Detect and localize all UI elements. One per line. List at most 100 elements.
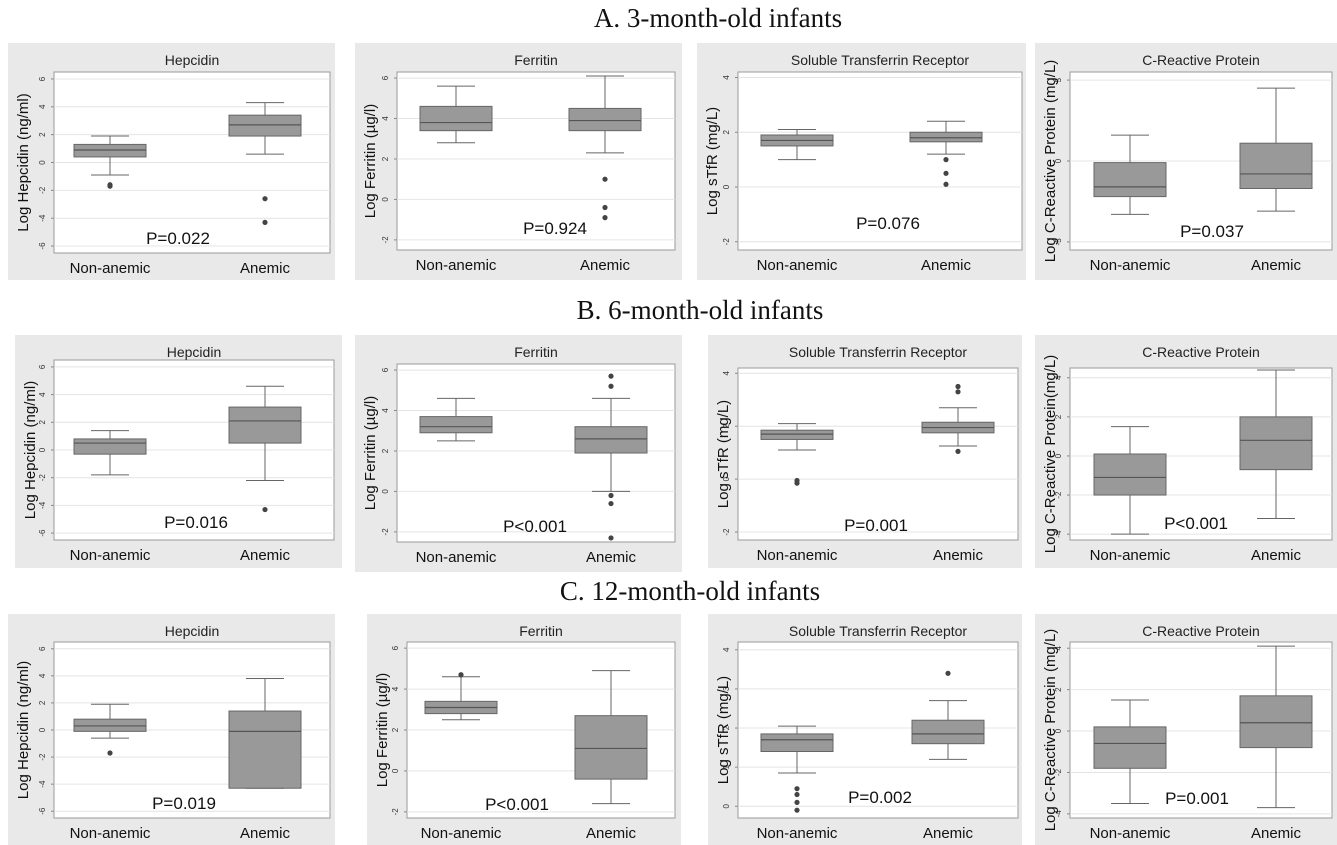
outlier-point [602,204,608,211]
y-tick-label: 0 [1054,453,1063,458]
y-tick-label: -6 [38,807,47,815]
outlier-point [955,383,961,390]
y-tick-label: 4 [381,408,390,413]
y-tick-label: 2 [38,420,47,425]
panel-title: Ferritin [514,344,558,360]
panel-title: Soluble Transferrin Receptor [791,52,970,68]
y-tick-label: 6 [38,364,47,369]
outlier-point [458,672,464,678]
y-axis-label: Log Hepcidin (ng/ml) [15,661,32,799]
outlier-point [262,196,268,202]
outlier-point [943,157,949,163]
box-non-anemic [1093,726,1167,769]
y-tick-label: 4 [722,647,731,652]
x-category-label: Anemic [1251,825,1302,842]
y-tick-label: -4 [1054,530,1063,538]
y-tick-label: 0 [38,447,47,452]
outlier-point [602,176,608,182]
y-tick-label: 0 [722,476,731,481]
chart-panel-6: -2 0 2 4 6 Ferritin Log Ferritin (µg/l) Non-ane… [355,335,682,572]
y-tick-label: 2 [381,156,390,161]
y-tick-label: -2 [722,238,731,246]
y-tick-label: 2 [391,727,400,732]
chart-panel-12: -4 -2 0 2 4 C-Reactive Protein Log C-Reactive … [1035,614,1337,845]
outlier-point [262,219,268,225]
y-tick-label: -4 [38,780,47,788]
outlier-point [955,448,961,454]
plot-area [396,71,676,251]
box-non-anemic [1093,162,1167,198]
y-tick-label: 0 [381,197,390,202]
y-tick-label: -4 [38,501,47,509]
y-tick-label: 5 [1054,77,1063,82]
y-tick-label: -2 [38,753,47,761]
y-tick-label: 0 [1054,158,1063,163]
y-tick-label: -6 [38,242,47,250]
chart-panel-5: -6 -4 -2 0 2 4 6 Hepcidin Log Hepcidin (ng/ml) No… [15,335,342,568]
y-tick-label: -2 [381,236,390,244]
outlier-point [107,183,113,189]
outlier-point [794,791,800,798]
outlier-point [794,786,800,792]
x-category-label: Anemic [240,547,291,564]
x-category-label: Non-anemic [70,547,151,564]
chart-panel-4: -5 0 5 C-Reactive Protein Log C-Reactive Pro… [1035,43,1337,280]
y-tick-label: 4 [38,104,47,109]
y-tick-label: 2 [722,129,731,134]
x-category-label: Non-anemic [421,825,502,842]
x-category-label: Non-anemic [1090,257,1171,274]
y-tick-label: -6 [38,529,47,537]
y-tick-label: 4 [722,371,731,376]
y-tick-label: -4 [38,214,47,222]
box-non-anemic [73,438,147,455]
p-value: P<0.001 [485,795,549,814]
y-axis-label: Log Hepcidin (ng/ml) [22,381,39,519]
y-tick-label: 4 [381,116,390,121]
outlier-point [945,670,951,676]
panel-title: C-Reactive Protein [1142,623,1260,639]
outlier-point [608,535,614,541]
y-tick-label: 6 [391,645,400,650]
y-tick-label: 0 [722,803,731,808]
y-tick-label: -5 [1054,238,1063,246]
box-anemic [574,426,648,454]
x-category-label: Non-anemic [70,825,151,842]
outlier-point [107,750,113,756]
box-anemic [1239,142,1313,190]
chart-panel-2: -2 0 2 4 6 Ferritin Log Ferritin (µg/l) Non-ane… [355,43,682,280]
panel-title: C-Reactive Protein [1142,344,1260,360]
chart-panel-7: -2 0 2 4 Soluble Transferrin Receptor Log sTf… [708,335,1022,568]
y-tick-label: 1 [722,764,731,769]
y-axis-label: Log C-Reactive Protein (mg/L) [1042,60,1059,263]
x-category-label: Anemic [1251,547,1302,564]
box-anemic [909,131,983,143]
panels: -6 -4 -2 0 2 4 6 Hepcidin Log Hepcidin (ng/ml) No… [8,43,1337,845]
y-tick-label: 6 [38,646,47,651]
x-category-label: Anemic [580,257,631,274]
chart-panel-9: -6 -4 -2 0 2 4 6 Hepcidin Log Hepcidin (ng/ml) No… [8,614,335,845]
outlier-point [608,383,614,389]
chart-panel-11: 0 1 2 3 4 Soluble Transferrin Receptor Log sTf… [708,614,1022,845]
box-anemic [568,107,642,132]
outlier-point [794,807,800,813]
x-category-label: Anemic [933,547,984,564]
x-category-label: Non-anemic [757,547,838,564]
y-tick-label: -2 [381,528,390,536]
box-anemic [1239,416,1313,471]
y-tick-label: -2 [722,528,731,536]
outlier-point [943,170,949,176]
y-tick-label: 4 [1054,375,1063,380]
p-value: P=0.016 [164,513,228,532]
p-value: P<0.001 [1164,514,1228,533]
row-title-a: A. 3-month-old infants [594,3,842,33]
y-tick-label: -4 [1054,810,1063,818]
y-tick-label: 0 [38,727,47,732]
y-tick-label: 4 [391,686,400,691]
y-axis-label: Log C-Reactive Protein (mg/L) [1042,629,1059,832]
y-tick-label: 2 [722,423,731,428]
y-tick-label: -2 [1054,491,1063,499]
outlier-point [602,215,608,221]
y-tick-label: -2 [391,808,400,816]
x-category-label: Anemic [586,825,637,842]
